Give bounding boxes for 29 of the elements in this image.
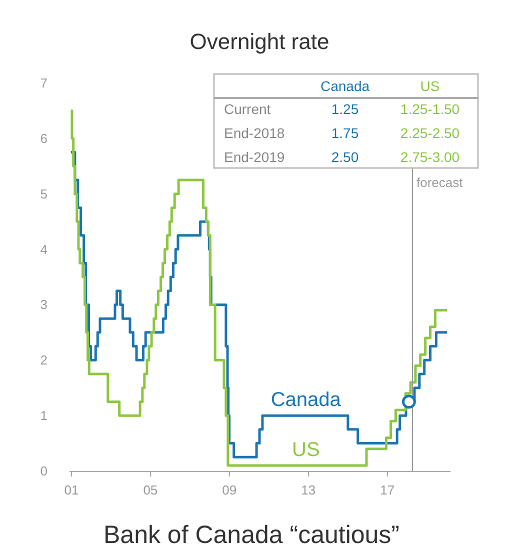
- y-tick-label: 2: [40, 352, 48, 368]
- annotation: 1.25-1.50: [400, 101, 460, 117]
- series-label: US: [292, 438, 320, 461]
- y-tick-label: 6: [40, 130, 48, 146]
- x-tick-label: 17: [380, 482, 395, 498]
- x-tick-label: 09: [222, 482, 237, 498]
- annotation: End-2019: [224, 149, 285, 165]
- chart-title: Overnight rate: [190, 29, 330, 54]
- y-tick-label: 7: [40, 76, 48, 90]
- y-tick-label: 0: [40, 464, 48, 478]
- text: US: [420, 78, 440, 94]
- series-label: Canada: [270, 389, 342, 412]
- text: Canada: [320, 78, 370, 94]
- annotation: End-2018: [224, 125, 285, 141]
- x-tick-label: 01: [64, 482, 79, 498]
- y-tick-label: 1: [40, 408, 48, 424]
- y-tick-label: 5: [40, 186, 48, 202]
- y-tick-label: 3: [40, 297, 48, 312]
- annotation: Current: [224, 101, 271, 117]
- text: Bank of Canada “cautious”: [103, 521, 400, 549]
- y-tick-label: 4: [40, 242, 48, 257]
- annotation: 2.50: [331, 149, 359, 165]
- annotation: 1.25: [331, 101, 359, 117]
- annotation: 1.75: [331, 125, 359, 141]
- ref-line-label: forecast: [416, 175, 464, 190]
- x-tick-label: 05: [143, 482, 158, 498]
- x-tick-label: 13: [301, 482, 316, 498]
- annotation: 2.25-2.50: [400, 125, 460, 141]
- annotation: 2.75-3.00: [400, 149, 460, 165]
